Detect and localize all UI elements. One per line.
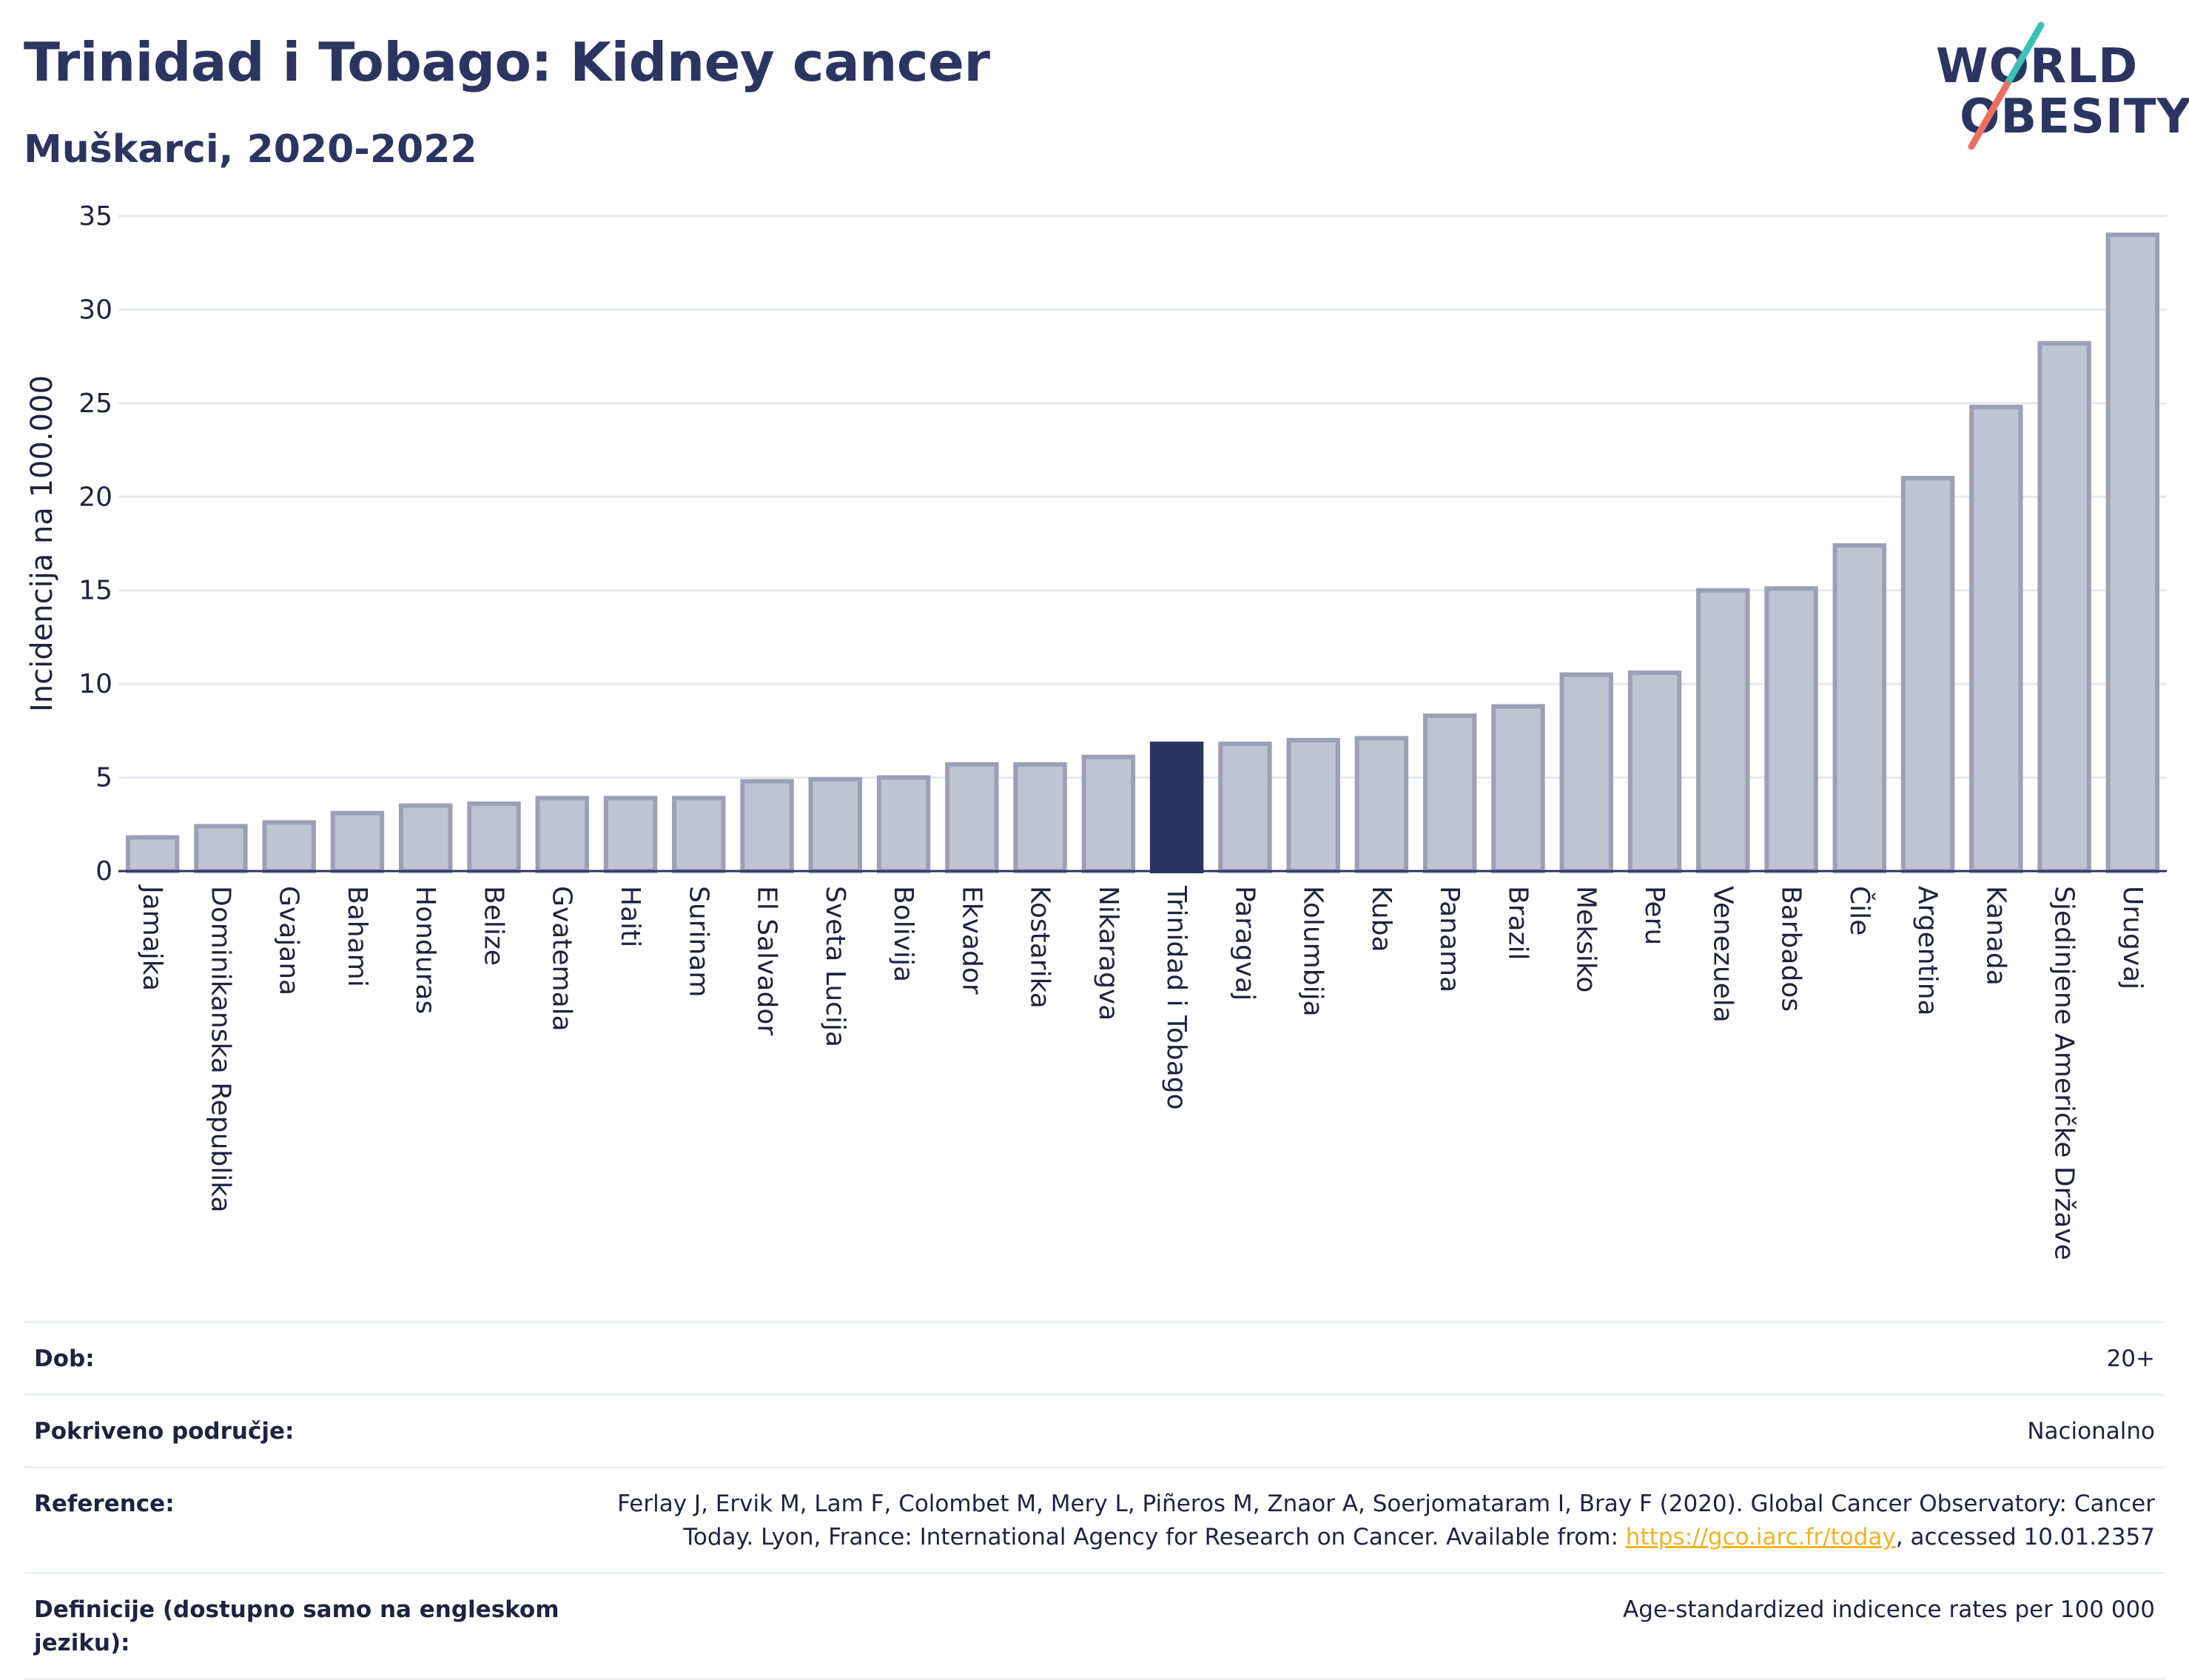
bar-kuba (1354, 736, 1409, 873)
bar-belize (467, 801, 521, 874)
bar-panama (1422, 713, 1477, 874)
x-tick-label: Argentina (1912, 886, 1943, 1016)
x-tick-label: Gvatemala (547, 886, 577, 1032)
reference-text-line1: Ferlay J, Ervik M, Lam F, Colombet M, Me… (617, 1490, 2155, 1517)
bar-bahami (330, 810, 385, 873)
x-tick-label: Barbados (1776, 886, 1806, 1012)
x-tick-label: Ekvador (956, 886, 986, 995)
y-tick-label: 5 (95, 763, 112, 793)
info-row-age: Dob: 20+ (24, 1321, 2165, 1396)
bar-urugvaj (2105, 232, 2160, 874)
info-value-reference: Ferlay J, Ervik M, Lam F, Colombet M, Me… (577, 1465, 2165, 1574)
y-tick-label: 25 (78, 389, 112, 419)
bar-el-salvador (740, 779, 794, 874)
x-tick-label: Jamajka (137, 884, 167, 991)
info-label-reference: Reference: (24, 1465, 577, 1574)
x-tick-label: Kuba (1366, 886, 1396, 952)
bar-barbados (1764, 586, 1818, 874)
bar-venezuela (1696, 588, 1750, 873)
bar-nikaragva (1081, 754, 1136, 873)
bar-kolumbija (1286, 738, 1340, 873)
y-tick-label: 20 (78, 482, 112, 512)
bar-honduras (398, 803, 453, 873)
y-tick-label: 35 (78, 201, 112, 232)
bar-dominikanska-republika (194, 824, 248, 873)
info-label-age: Dob: (24, 1321, 577, 1396)
x-tick-label: Kanada (1980, 886, 2011, 986)
info-label-coverage: Pokriveno područje: (24, 1393, 577, 1468)
bar-kanada (1969, 404, 2023, 873)
x-tick-label: Kolumbija (1298, 886, 1328, 1017)
reference-text-line2: Today. Lyon, France: International Agenc… (683, 1523, 1626, 1550)
x-tick-label: El Salvador (752, 886, 782, 1035)
bar-meksiko (1559, 672, 1613, 873)
info-row-coverage: Pokriveno područje: Nacionalno (24, 1393, 2165, 1468)
x-tick-label: Gvajana (274, 886, 304, 995)
x-tick-label: Trinidad i Tobago (1161, 885, 1191, 1110)
bars (125, 232, 2160, 874)
x-tick-label: Paragvaj (1229, 886, 1260, 1001)
y-tick-label: 30 (78, 295, 112, 325)
x-tick-label: Bahami (342, 886, 372, 987)
x-tick-label: Surinam (683, 886, 713, 997)
x-tick-label: Dominikanska Republika (205, 886, 235, 1213)
bar-sjedinjene-ameri-ke-dr-ave (2037, 340, 2091, 873)
info-value-definitions: Age-standardized indicence rates per 100… (577, 1571, 2165, 1680)
chart-subtitle: Muškarci, 2020-2022 (24, 127, 477, 172)
bar-peru (1627, 670, 1682, 873)
bar-jamajka (125, 835, 180, 874)
bar-trinidad-i-tobago (1149, 742, 1204, 873)
bar-haiti (603, 796, 658, 874)
bar-gvajana (262, 820, 316, 873)
x-tick-label: Bolivija (888, 886, 918, 982)
y-axis-label: Incidencija na 100.000 (25, 375, 59, 712)
bar-ekvador (945, 762, 999, 873)
x-tick-label: Čile (1844, 886, 1875, 935)
x-tick-label: Brazil (1502, 886, 1533, 960)
reference-link[interactable]: https://gco.iarc.fr/today (1625, 1523, 1896, 1550)
x-tick-label: Meksiko (1571, 886, 1601, 992)
info-row-definitions: Definicije (dostupno samo na engleskom j… (24, 1571, 2165, 1680)
bar-surinam (672, 796, 726, 874)
bar-kostarika (1013, 762, 1067, 873)
x-tick-label: Haiti (615, 886, 645, 947)
x-tick-label: Nikaragva (1093, 886, 1123, 1021)
info-value-age: 20+ (577, 1321, 2165, 1396)
bar-chart: 0 5 10 15 20 25 30 35 Jamajka Dominikanska Repub… (25, 201, 2167, 1260)
bar-sveta-lucija (808, 777, 863, 873)
x-tick-label: Panama (1434, 886, 1465, 992)
bar--ile (1832, 543, 1887, 873)
x-tick-label: Sjedinjene Američke Države (2049, 886, 2079, 1260)
info-row-reference: Reference: Ferlay J, Ervik M, Lam F, Col… (24, 1465, 2165, 1574)
y-axis-ticks: 0 5 10 15 20 25 30 35 (78, 201, 112, 887)
chart-title: Trinidad i Tobago: Kidney cancer (24, 31, 990, 93)
x-tick-label: Honduras (410, 886, 440, 1014)
bar-brazil (1491, 704, 1545, 873)
bar-bolivija (876, 775, 931, 873)
x-tick-label: Kostarika (1025, 886, 1055, 1009)
info-value-coverage: Nacionalno (577, 1393, 2165, 1468)
bar-paragvaj (1218, 742, 1272, 873)
world-obesity-logo: WORLD OBESITY (1924, 21, 2189, 154)
y-tick-label: 0 (95, 856, 112, 887)
x-tick-label: Venezuela (1707, 886, 1738, 1023)
bar-argentina (1900, 476, 1955, 873)
info-label-definitions: Definicije (dostupno samo na engleskom j… (24, 1571, 577, 1680)
logo-line1: WORLD (1936, 39, 2139, 94)
y-tick-label: 10 (78, 669, 112, 699)
x-tick-label: Peru (1639, 886, 1670, 945)
bar-gvatemala (535, 796, 589, 874)
x-tick-label: Belize (478, 886, 508, 966)
grid-lines (118, 215, 2167, 779)
reference-accessed: , accessed 10.01.2357 (1895, 1523, 2155, 1550)
y-tick-label: 15 (78, 576, 112, 606)
logo-slash-icon (1968, 21, 2045, 150)
x-axis-ticks: Jamajka Dominikanska Republika Gvajana Baha… (137, 884, 2148, 1260)
x-tick-label: Urugvaj (2117, 886, 2148, 989)
x-tick-label: Sveta Lucija (820, 886, 850, 1047)
info-table: Dob: 20+ Pokriveno područje: Nacionalno … (24, 1321, 2165, 1680)
